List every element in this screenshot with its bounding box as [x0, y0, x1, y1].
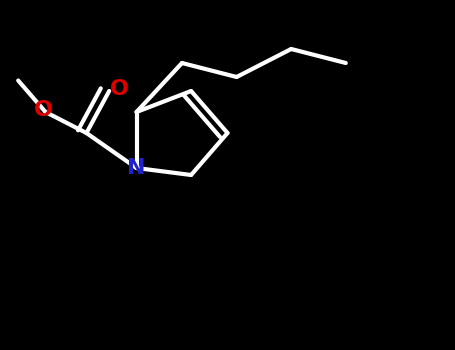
- Text: N: N: [127, 158, 146, 178]
- Text: O: O: [110, 79, 129, 99]
- Text: O: O: [34, 100, 53, 120]
